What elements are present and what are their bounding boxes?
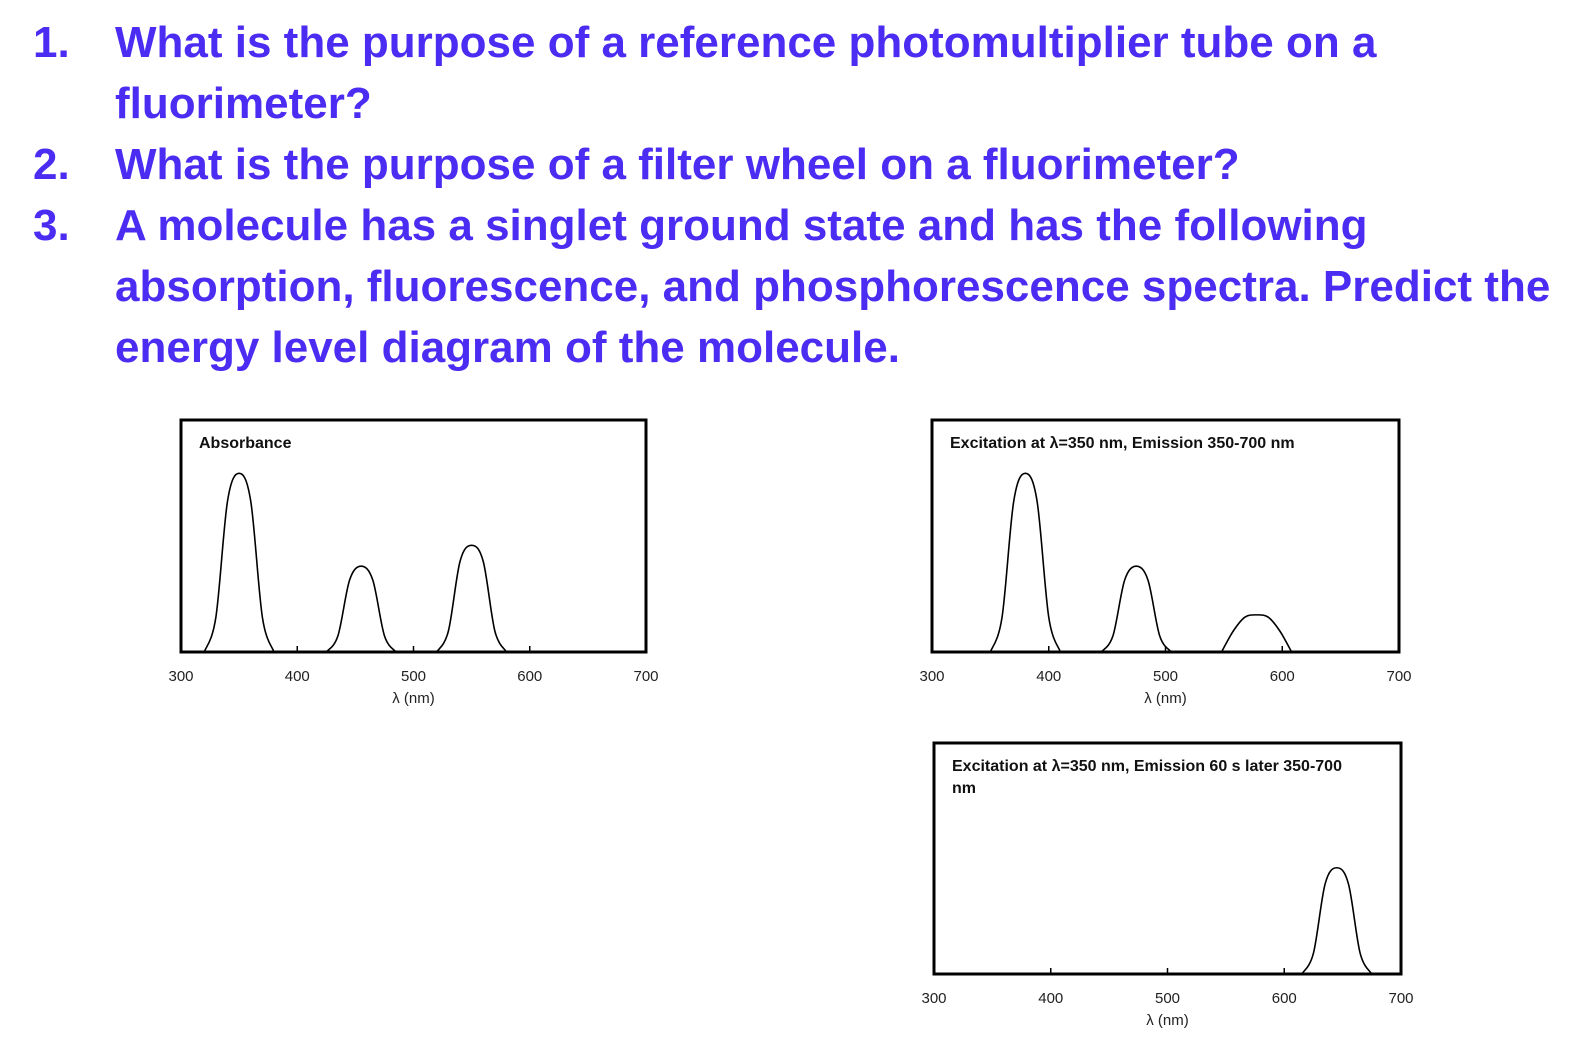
question-list: 1. What is the purpose of a reference pho… bbox=[33, 12, 1563, 378]
x-tick-label: 300 bbox=[168, 668, 193, 685]
question: 2. What is the purpose of a filter wheel … bbox=[33, 134, 1563, 195]
question-number: 3. bbox=[33, 201, 70, 250]
question-text: What is the purpose of a reference photo… bbox=[115, 18, 1377, 128]
x-tick-label: 600 bbox=[517, 668, 542, 685]
x-tick-label: 400 bbox=[1038, 990, 1063, 1007]
x-tick-label: 500 bbox=[1153, 668, 1178, 685]
x-tick-label: 400 bbox=[1036, 668, 1061, 685]
x-axis-label: λ (nm) bbox=[1146, 1012, 1189, 1029]
x-tick-label: 700 bbox=[1388, 990, 1413, 1007]
x-tick-label: 600 bbox=[1270, 668, 1295, 685]
x-axis-label: λ (nm) bbox=[392, 690, 435, 707]
x-axis-label: λ (nm) bbox=[1144, 690, 1187, 707]
chart-title: Absorbance bbox=[199, 435, 292, 452]
chart-title: Excitation at λ=350 nm, Emission 350-700… bbox=[950, 435, 1295, 452]
question-number: 1. bbox=[33, 18, 70, 67]
question-text: A molecule has a singlet ground state an… bbox=[115, 201, 1551, 372]
x-tick-label: 300 bbox=[921, 990, 946, 1007]
spectrum-line bbox=[1301, 866, 1373, 975]
question-number: 2. bbox=[33, 140, 70, 189]
spectrum-line bbox=[203, 472, 508, 653]
x-tick-label: 600 bbox=[1272, 990, 1297, 1007]
question: 1. What is the purpose of a reference pho… bbox=[33, 12, 1563, 134]
x-tick-label: 400 bbox=[285, 668, 310, 685]
x-tick-label: 700 bbox=[633, 668, 658, 685]
spectrum-line bbox=[989, 472, 1293, 653]
x-tick-label: 500 bbox=[1155, 990, 1180, 1007]
x-tick-label: 500 bbox=[401, 668, 426, 685]
question-text: What is the purpose of a filter wheel on… bbox=[115, 140, 1240, 189]
question: 3. A molecule has a singlet ground state … bbox=[33, 195, 1563, 378]
x-tick-label: 700 bbox=[1386, 668, 1411, 685]
x-tick-label: 300 bbox=[919, 668, 944, 685]
chart-title: Excitation at λ=350 nm, Emission 60 s la… bbox=[952, 758, 1342, 797]
